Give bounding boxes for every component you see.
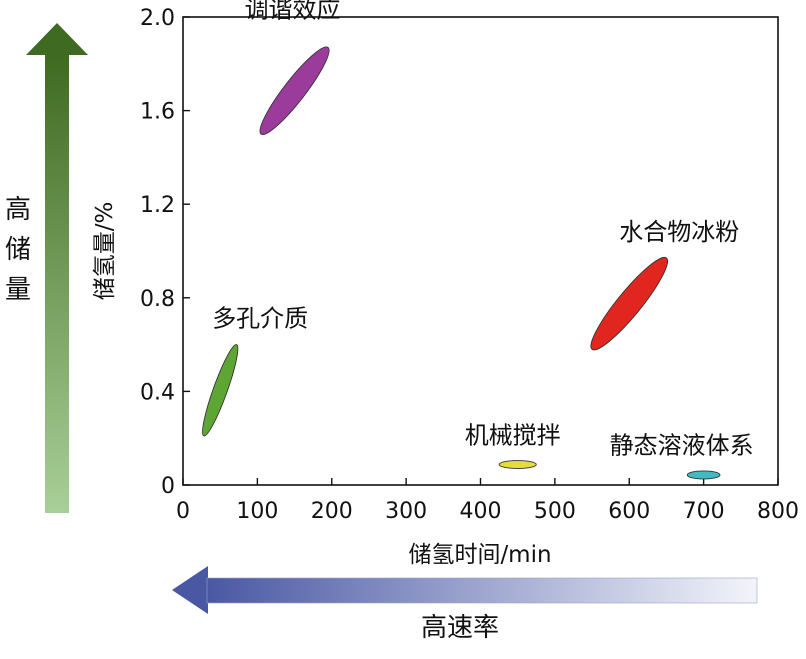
x-tick-label: 300 <box>385 499 427 524</box>
high-rate-arrow-head <box>172 566 208 614</box>
high-storage-label-char: 储 <box>5 235 31 265</box>
region-label: 调谐效应 <box>245 0 341 23</box>
region-ellipse <box>259 46 330 135</box>
x-tick-label: 200 <box>311 499 353 524</box>
high-storage-label-char: 高 <box>5 195 31 225</box>
region-ellipse <box>686 470 721 480</box>
x-tick-label: 100 <box>236 499 278 524</box>
high-storage-arrow-head <box>26 23 88 55</box>
high-storage-arrow-shaft <box>45 55 69 513</box>
region-label: 水合物冰粉 <box>619 218 739 246</box>
y-axis-ticks: 0 0.4 0.8 1.2 1.6 2.0 <box>140 6 190 499</box>
x-tick-label: 700 <box>683 499 725 524</box>
region-ellipse <box>498 460 537 469</box>
y-axis-label: 储氢量/% <box>92 202 118 301</box>
y-tick-label: 1.2 <box>140 193 175 218</box>
region-group: 多孔介质 <box>202 305 308 437</box>
region-group: 机械搅拌 <box>465 422 561 469</box>
x-tick-label: 600 <box>608 499 650 524</box>
high-storage-label-char: 量 <box>5 275 31 305</box>
high-storage-arrow <box>26 23 88 513</box>
high-storage-label-text: 高储量 <box>5 195 31 305</box>
y-tick-label: 0.4 <box>140 380 175 405</box>
x-tick-label: 800 <box>757 499 799 524</box>
region-ellipse <box>590 256 669 351</box>
x-tick-label: 400 <box>460 499 502 524</box>
y-tick-label: 2.0 <box>140 6 175 31</box>
plot-frame <box>182 16 779 486</box>
x-axis-ticks: 0 100 200 300 400 500 600 700 800 <box>176 478 799 524</box>
region-label: 机械搅拌 <box>465 422 561 450</box>
high-rate-arrow <box>172 566 758 614</box>
region-group: 调谐效应 <box>245 0 341 135</box>
y-tick-label: 1.6 <box>140 100 175 125</box>
high-storage-label: 高储量 <box>5 195 31 305</box>
y-tick-label: 0 <box>161 474 175 499</box>
x-tick-label: 0 <box>176 499 190 524</box>
high-rate-label: 高速率 <box>421 613 499 643</box>
region-group: 水合物冰粉 <box>590 218 739 351</box>
region-label: 静态溶液体系 <box>610 431 754 459</box>
region-group: 静态溶液体系 <box>610 431 754 480</box>
region-ellipse <box>202 344 239 437</box>
y-tick-label: 0.8 <box>140 287 175 312</box>
x-tick-label: 500 <box>534 499 576 524</box>
x-axis-label: 储氢时间/min <box>408 542 551 568</box>
region-label: 多孔介质 <box>212 305 308 333</box>
high-rate-arrow-shaft <box>206 577 758 604</box>
